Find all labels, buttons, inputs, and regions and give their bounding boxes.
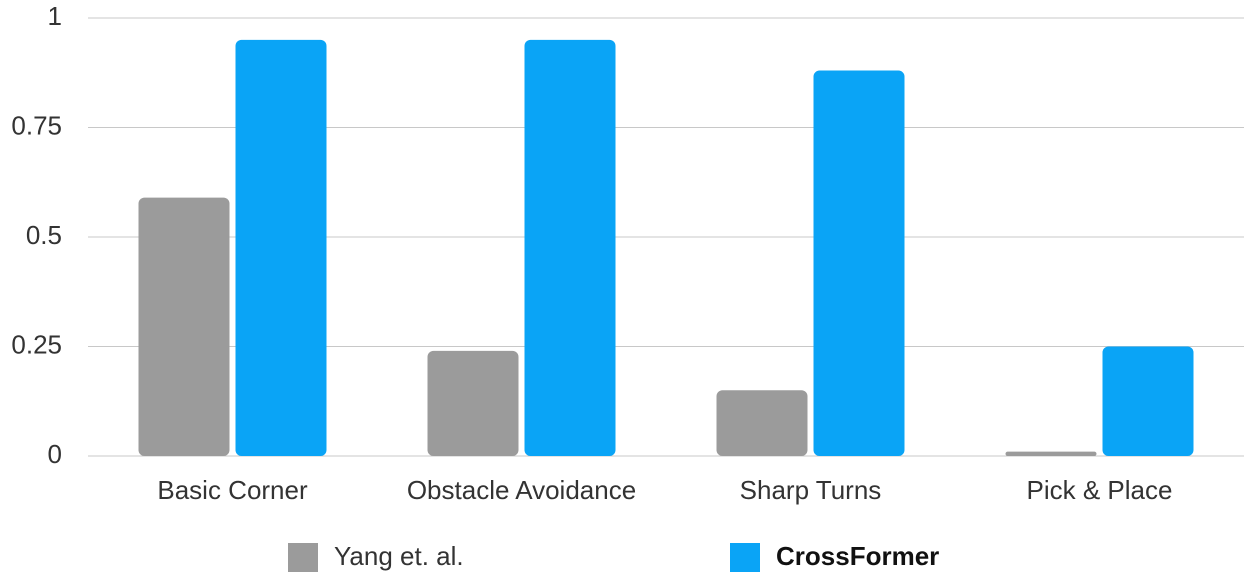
bar [138, 197, 230, 456]
bar [235, 39, 327, 457]
x-tick-label: Basic Corner [157, 475, 308, 505]
y-tick-label: 0.25 [11, 329, 62, 359]
bar [1005, 451, 1097, 456]
x-tick-label: Sharp Turns [740, 475, 882, 505]
x-tick-label: Obstacle Avoidance [407, 475, 636, 505]
bar [716, 390, 808, 456]
bar [1102, 346, 1194, 456]
x-tick-label: Pick & Place [1027, 475, 1173, 505]
y-tick-label: 1 [48, 1, 62, 31]
legend-label: Yang et. al. [334, 541, 464, 571]
legend-label: CrossFormer [776, 541, 939, 571]
y-tick-label: 0 [48, 439, 62, 469]
bar [427, 350, 519, 456]
bar [524, 39, 616, 457]
y-tick-label: 0.75 [11, 110, 62, 140]
legend-swatch [288, 543, 318, 572]
y-tick-label: 0.5 [26, 220, 62, 250]
bar [813, 70, 905, 456]
legend-swatch [730, 543, 760, 572]
